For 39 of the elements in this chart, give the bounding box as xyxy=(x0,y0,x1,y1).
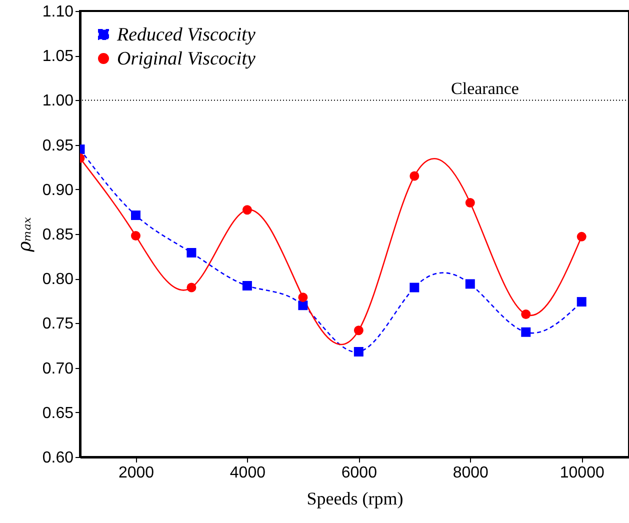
y-tick-label: 1.10 xyxy=(42,4,74,20)
point xyxy=(465,279,475,289)
point xyxy=(521,310,531,320)
point xyxy=(186,282,196,292)
point xyxy=(410,282,420,292)
y-tick-label: 0.65 xyxy=(42,404,74,422)
point xyxy=(521,327,531,337)
y-tick-label: 0.60 xyxy=(42,450,74,466)
y-tick-label: 0.95 xyxy=(42,137,74,154)
x-tick-label: 8000 xyxy=(452,464,489,482)
point xyxy=(410,171,420,181)
y-tick-label: 1.05 xyxy=(42,48,74,66)
legend-label: Reduced Viscocity xyxy=(116,24,256,46)
y-tick-label: 0.90 xyxy=(42,182,74,199)
x-axis-title: Speeds (rpm) xyxy=(306,488,404,508)
point xyxy=(576,232,586,242)
x-tick-label: 4000 xyxy=(230,464,266,482)
y-tick-label: 0.85 xyxy=(42,226,74,244)
y-tick-label: 1.00 xyxy=(42,92,74,110)
y-axis-title: ρₘₐₓ xyxy=(14,216,36,253)
point xyxy=(354,347,364,356)
point xyxy=(354,326,364,336)
point xyxy=(130,210,140,220)
x-tick-label: 6000 xyxy=(341,464,378,482)
y-tick-label: 0.75 xyxy=(42,316,74,333)
x-tick-label: 2000 xyxy=(118,464,154,482)
x-tick-label: 10000 xyxy=(560,464,604,482)
point xyxy=(242,280,252,290)
y-tick-label: 0.70 xyxy=(42,360,74,378)
point xyxy=(242,205,252,215)
ref-line-label: Clearance xyxy=(451,79,519,98)
y-tick-label: 0.80 xyxy=(42,271,74,288)
point xyxy=(576,297,586,307)
legend-label: Original Viscocity xyxy=(117,48,256,70)
point xyxy=(298,292,308,302)
point xyxy=(465,198,475,208)
point xyxy=(298,300,308,310)
point xyxy=(130,231,140,241)
point xyxy=(186,248,196,258)
